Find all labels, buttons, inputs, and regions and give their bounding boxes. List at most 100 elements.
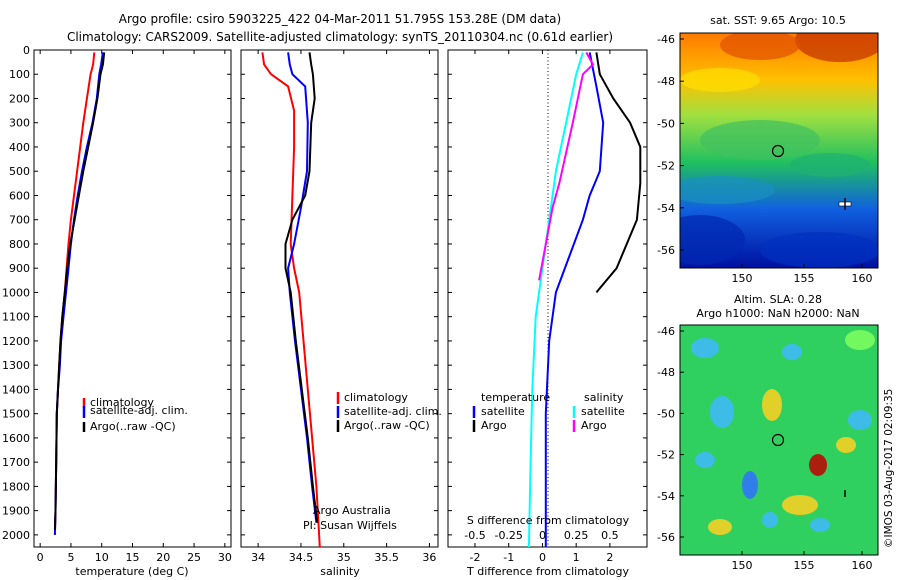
temperature-legend-argo: Argo(..raw -QC) — [90, 420, 176, 433]
depth-tick-label: 0 — [23, 44, 30, 57]
legend-sal-satellite: satellite — [581, 405, 625, 418]
difference-panel: -2 -1 0 1 2 -0.5 -0.25 0 0.25 0.5 T difference fr… — [447, 49, 648, 578]
depth-tick-label: 1500 — [2, 408, 30, 421]
map-x-tick-label: 155 — [794, 559, 815, 572]
legend-sal-argo: Argo — [581, 419, 607, 432]
depth-tick-label: 1100 — [2, 311, 30, 324]
x-tick-label: 5 — [67, 551, 74, 564]
sla-map: Altim. SLA: 0.28 Argo h1000: NaN h2000: … — [657, 293, 879, 572]
map-y-tick-label: -54 — [657, 490, 675, 503]
salinity-legend-climatology: climatology — [344, 391, 408, 404]
temperature-legend-satellite: satellite-adj. clim. — [90, 404, 188, 417]
title-line-1: Argo profile: csiro 5903225_422 04-Mar-2… — [119, 12, 561, 26]
legend-salinity-title: salinity — [584, 391, 624, 404]
x-tick-label: 30 — [218, 551, 232, 564]
x-tick-label: 1 — [573, 551, 580, 564]
depth-tick-label: 1000 — [2, 286, 30, 299]
salinity-panel: 34 34.5 35 35.5 36 salinity climatology sate… — [240, 49, 442, 578]
depth-tick-label: 1700 — [2, 456, 30, 469]
depth-tick-label: 1300 — [2, 359, 30, 372]
annotation-pi: PI: Susan Wijffels — [303, 519, 397, 532]
depth-tick-label: 1800 — [2, 480, 30, 493]
x-tick-label: 36 — [422, 551, 436, 564]
temperature-axes-frame — [33, 49, 232, 548]
depth-tick-label: 400 — [9, 141, 30, 154]
sst-map: sat. SST: 9.65 Argo: 10.5 150 155 160 -46 -4… — [657, 14, 879, 285]
map-y-tick-label: -48 — [657, 366, 675, 379]
annotation-argo-australia: Argo Australia — [313, 504, 391, 517]
series-line-temperature-argo — [595, 52, 642, 294]
map-x-tick-label: 160 — [852, 559, 873, 572]
series-line-argo-raw-qc- — [284, 52, 319, 523]
map-y-tick-label: -52 — [657, 160, 675, 173]
x-tick-label: 2 — [606, 551, 613, 564]
top-x-tick-label: -0.25 — [494, 529, 522, 542]
depth-tick-label: 200 — [9, 92, 30, 105]
x-tick-label: 0 — [539, 551, 546, 564]
sla-float-marker — [771, 433, 785, 447]
depth-tick-label: 1400 — [2, 383, 30, 396]
x-tick-label: 35 — [337, 551, 351, 564]
salinity-legend-argo: Argo(..raw -QC) — [344, 419, 430, 432]
sla-map-title-1: Altim. SLA: 0.28 — [734, 293, 822, 306]
legend-temp-satellite: satellite — [481, 405, 525, 418]
x-tick-label: 15 — [126, 551, 140, 564]
temperature-xlabel: temperature (deg C) — [75, 565, 188, 578]
x-tick-label: 0 — [37, 551, 44, 564]
map-y-tick-label: -48 — [657, 75, 675, 88]
depth-tick-label: 600 — [9, 189, 30, 202]
x-tick-label: 25 — [187, 551, 201, 564]
depth-tick-label: 100 — [9, 68, 30, 81]
temperature-panel: 0 5 10 15 20 25 300100200300400500600700800900… — [2, 44, 232, 578]
depth-tick-label: 1900 — [2, 505, 30, 518]
series-line-argo-raw-qc- — [53, 52, 106, 531]
map-x-tick-label: 160 — [852, 272, 873, 285]
series-line-climatology — [261, 52, 321, 548]
x-tick-label: 34 — [251, 551, 265, 564]
depth-tick-label: 700 — [9, 214, 30, 227]
s-difference-xlabel: S difference from climatology — [467, 514, 630, 527]
depth-tick-label: 2000 — [2, 529, 30, 542]
depth-tick-label: 300 — [9, 117, 30, 130]
map-y-tick-label: -46 — [657, 325, 675, 338]
map-x-tick-label: 150 — [732, 559, 753, 572]
top-x-tick-label: 0.25 — [564, 529, 589, 542]
depth-tick-label: 1600 — [2, 432, 30, 445]
temperature-legend-climatology: climatology — [90, 396, 154, 409]
map-y-tick-label: -46 — [657, 33, 675, 46]
map-y-tick-label: -56 — [657, 244, 675, 257]
map-x-tick-label: 150 — [732, 272, 753, 285]
difference-legend: temperature salinity satellite Argo sate… — [472, 391, 625, 432]
sla-map-title-2: Argo h1000: NaN h2000: NaN — [696, 307, 859, 320]
legend-temp-argo: Argo — [481, 419, 507, 432]
salinity-legend: climatology satellite-adj. clim. Argo(..… — [336, 391, 442, 432]
depth-tick-label: 900 — [9, 262, 30, 275]
depth-tick-label: 500 — [9, 165, 30, 178]
top-x-tick-label: -0.5 — [464, 529, 485, 542]
x-tick-label: 20 — [156, 551, 170, 564]
x-tick-label: 10 — [95, 551, 109, 564]
map-x-tick-label: 155 — [794, 272, 815, 285]
sst-float-marker — [771, 144, 785, 158]
legend-temperature-title: temperature — [481, 391, 550, 404]
x-tick-label: -2 — [469, 551, 480, 564]
depth-tick-label: 1200 — [2, 335, 30, 348]
sst-map-title: sat. SST: 9.65 Argo: 10.5 — [710, 14, 846, 27]
x-tick-label: 35.5 — [374, 551, 399, 564]
salinity-legend-satellite: satellite-adj. clim. — [344, 405, 442, 418]
top-x-tick-label: 0.5 — [601, 529, 619, 542]
temperature-legend: climatology satellite-adj. clim. Argo(..… — [82, 396, 188, 433]
top-x-tick-label: 0 — [539, 529, 546, 542]
map-y-tick-label: -50 — [657, 407, 675, 420]
map-y-tick-label: -56 — [657, 531, 675, 544]
salinity-xlabel: salinity — [320, 565, 360, 578]
depth-tick-label: 800 — [9, 238, 30, 251]
difference-axes-frame — [447, 49, 648, 548]
x-tick-label: -1 — [503, 551, 514, 564]
series-line-temperature-satellite — [544, 52, 605, 547]
series-line-salinity-argo — [538, 51, 595, 281]
map-y-tick-label: -50 — [657, 117, 675, 130]
t-difference-xlabel: T difference from climatology — [466, 565, 629, 578]
salinity-axes-frame — [240, 49, 439, 548]
